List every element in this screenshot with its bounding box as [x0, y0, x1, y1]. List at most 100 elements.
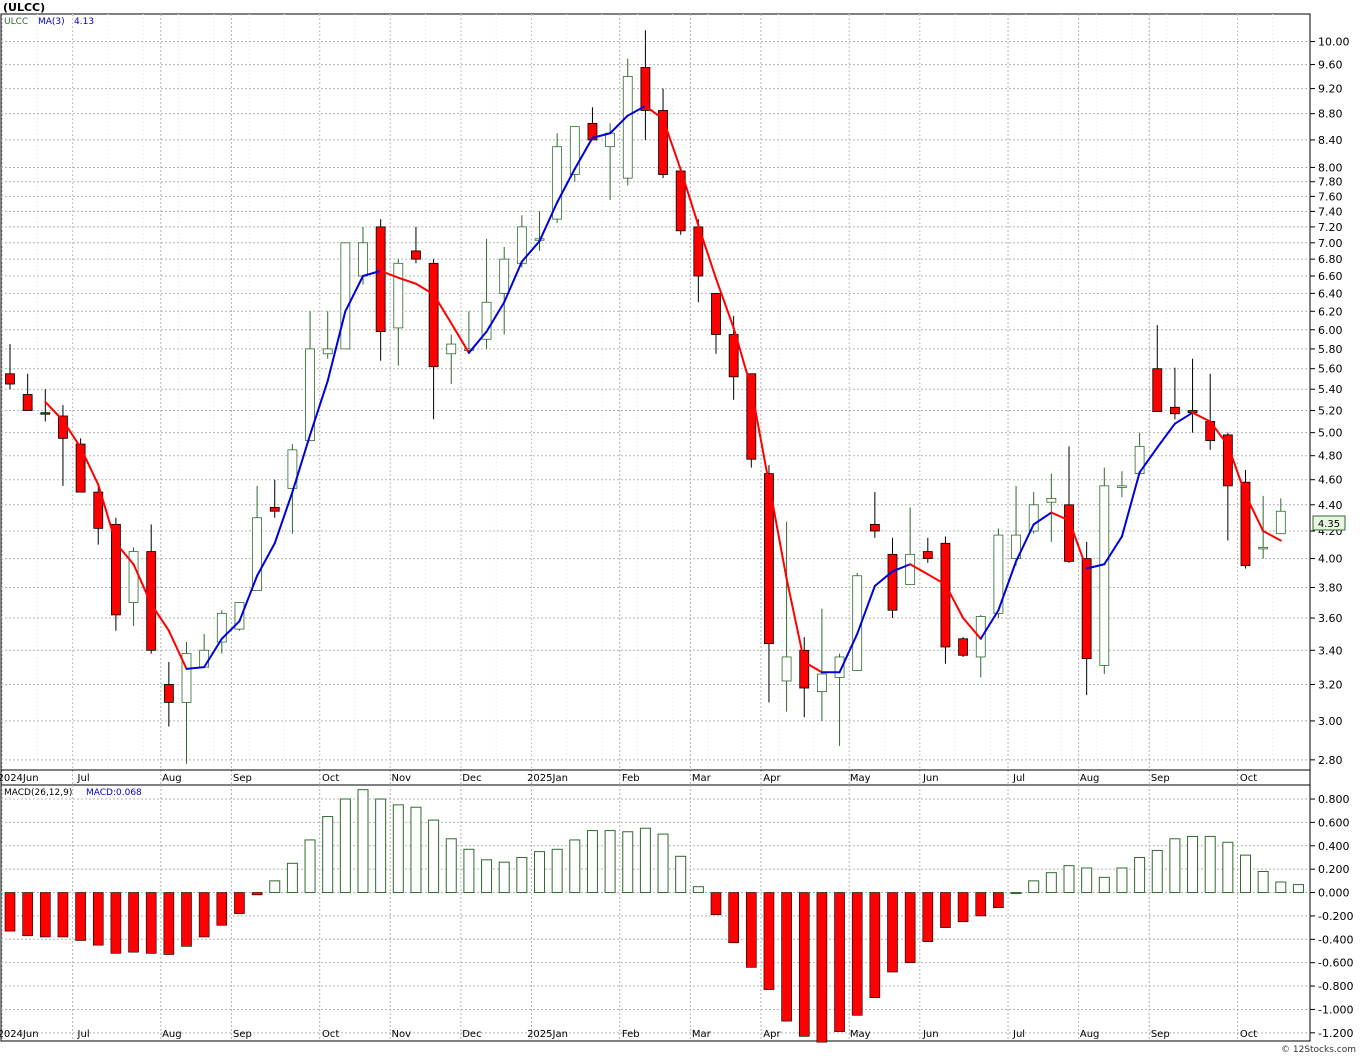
last-price-box	[1312, 515, 1346, 531]
ma-segment	[803, 661, 823, 674]
macd-bar	[375, 798, 387, 894]
month-tick-label: May	[850, 773, 871, 784]
price-tick-label: 5.40	[1318, 383, 1343, 396]
ma-segment	[1032, 511, 1053, 526]
month-tick-label: Apr	[763, 1029, 781, 1040]
macd-bar	[869, 892, 881, 999]
candle	[940, 536, 951, 664]
month-tick-label: Jul	[77, 773, 90, 784]
candle-body	[1046, 498, 1057, 503]
price-tick-label: 8.00	[1318, 161, 1343, 174]
price-tick-label: 7.60	[1318, 190, 1343, 203]
price-tick-label: 5.00	[1318, 427, 1343, 440]
candle-body	[463, 348, 474, 351]
month-tick-label: Oct	[322, 1029, 339, 1040]
candle-body	[199, 649, 210, 668]
candle	[1170, 367, 1180, 420]
candle-body	[146, 551, 157, 651]
price-tick-label: 7.80	[1318, 176, 1343, 189]
candle	[1117, 471, 1127, 498]
candle-body	[481, 301, 492, 340]
macd-bar	[216, 892, 228, 926]
ma-segment	[891, 563, 912, 573]
macd-label: MACD(26,12,9)	[4, 788, 72, 798]
month-tick-label: Oct	[322, 773, 339, 784]
macd-bar	[639, 827, 651, 894]
month-tick-label: Sep	[1151, 1029, 1170, 1040]
ma-segment	[573, 136, 594, 170]
month-tick-label: Mar	[692, 773, 712, 784]
candle-body	[711, 292, 721, 335]
candle	[640, 30, 651, 140]
macd-bar	[4, 892, 16, 932]
ma-segment	[362, 269, 382, 277]
macd-bar	[410, 806, 422, 894]
candle-body	[1170, 406, 1180, 415]
macd-bar	[286, 862, 298, 894]
macd-bar	[75, 892, 86, 941]
macd-bar	[145, 892, 157, 954]
ma-segment	[944, 583, 965, 620]
macd-tick-label: -0.800	[1318, 980, 1353, 993]
candle-body	[1275, 510, 1286, 535]
candle	[93, 485, 104, 545]
macd-bar	[22, 892, 33, 937]
price-tick-label: 6.40	[1318, 287, 1343, 300]
price-tick-label: 8.80	[1318, 108, 1343, 121]
ma-segment	[997, 560, 1018, 612]
macd-bar	[957, 892, 969, 923]
candle-body	[1081, 558, 1092, 660]
ma-segment	[397, 276, 417, 285]
ma-segment	[379, 269, 400, 279]
ma-segment	[44, 400, 64, 422]
macd-bar	[551, 848, 563, 894]
price-month-axis: 2024Jun Jul Aug Sep Oct Nov Dec 2025Jan Feb Mar Ap…	[0, 773, 1257, 784]
ma-segment	[1156, 422, 1176, 449]
ma-segment	[1209, 420, 1229, 447]
ma-segment	[1226, 444, 1247, 496]
month-tick-label: Mar	[692, 1029, 712, 1040]
macd-bar	[516, 856, 528, 894]
candle-body	[993, 534, 1004, 614]
candle	[817, 608, 827, 721]
ma-segment	[61, 419, 82, 449]
macd-bar	[1010, 892, 1022, 895]
macd-histogram	[4, 789, 1304, 1043]
macd-bar	[728, 892, 739, 944]
candle	[111, 517, 121, 631]
price-panel: 2.803.003.203.403.603.804.004.204.404.60…	[0, 13, 1350, 786]
ma-segment	[291, 433, 312, 494]
legend-ma-label: MA(3)	[38, 17, 65, 27]
candle-body	[5, 373, 15, 385]
macd-bar	[445, 838, 457, 894]
month-tick-label: Jun	[922, 1029, 939, 1040]
ma-segment	[556, 167, 576, 204]
macd-bar	[198, 892, 210, 938]
price-tick-label: 3.00	[1318, 715, 1343, 728]
candle	[993, 528, 1004, 619]
macd-bar	[586, 830, 598, 894]
ma-segment	[1068, 519, 1088, 570]
macd-bar	[851, 892, 863, 1016]
candle-body	[1064, 504, 1074, 562]
chart-title: (ULCC)	[3, 1, 45, 14]
candle-body	[569, 126, 580, 175]
macd-bar	[1257, 871, 1269, 894]
macd-bar	[322, 816, 334, 894]
macd-bar	[816, 892, 828, 1043]
candle-body	[128, 551, 139, 603]
ma-segment	[203, 637, 223, 669]
candle-body	[1258, 546, 1269, 550]
candle	[905, 507, 916, 585]
candle-body	[269, 506, 280, 512]
candle	[658, 88, 668, 179]
ma-segment	[909, 563, 929, 576]
price-tick-label: 6.60	[1318, 270, 1343, 283]
last-price-value: 4.35	[1318, 519, 1340, 530]
candle	[1099, 467, 1110, 675]
macd-bar	[1169, 838, 1181, 894]
macd-bar	[234, 892, 245, 914]
candle	[869, 492, 880, 538]
macd-bar	[110, 892, 122, 954]
macd-bar	[1134, 856, 1146, 894]
